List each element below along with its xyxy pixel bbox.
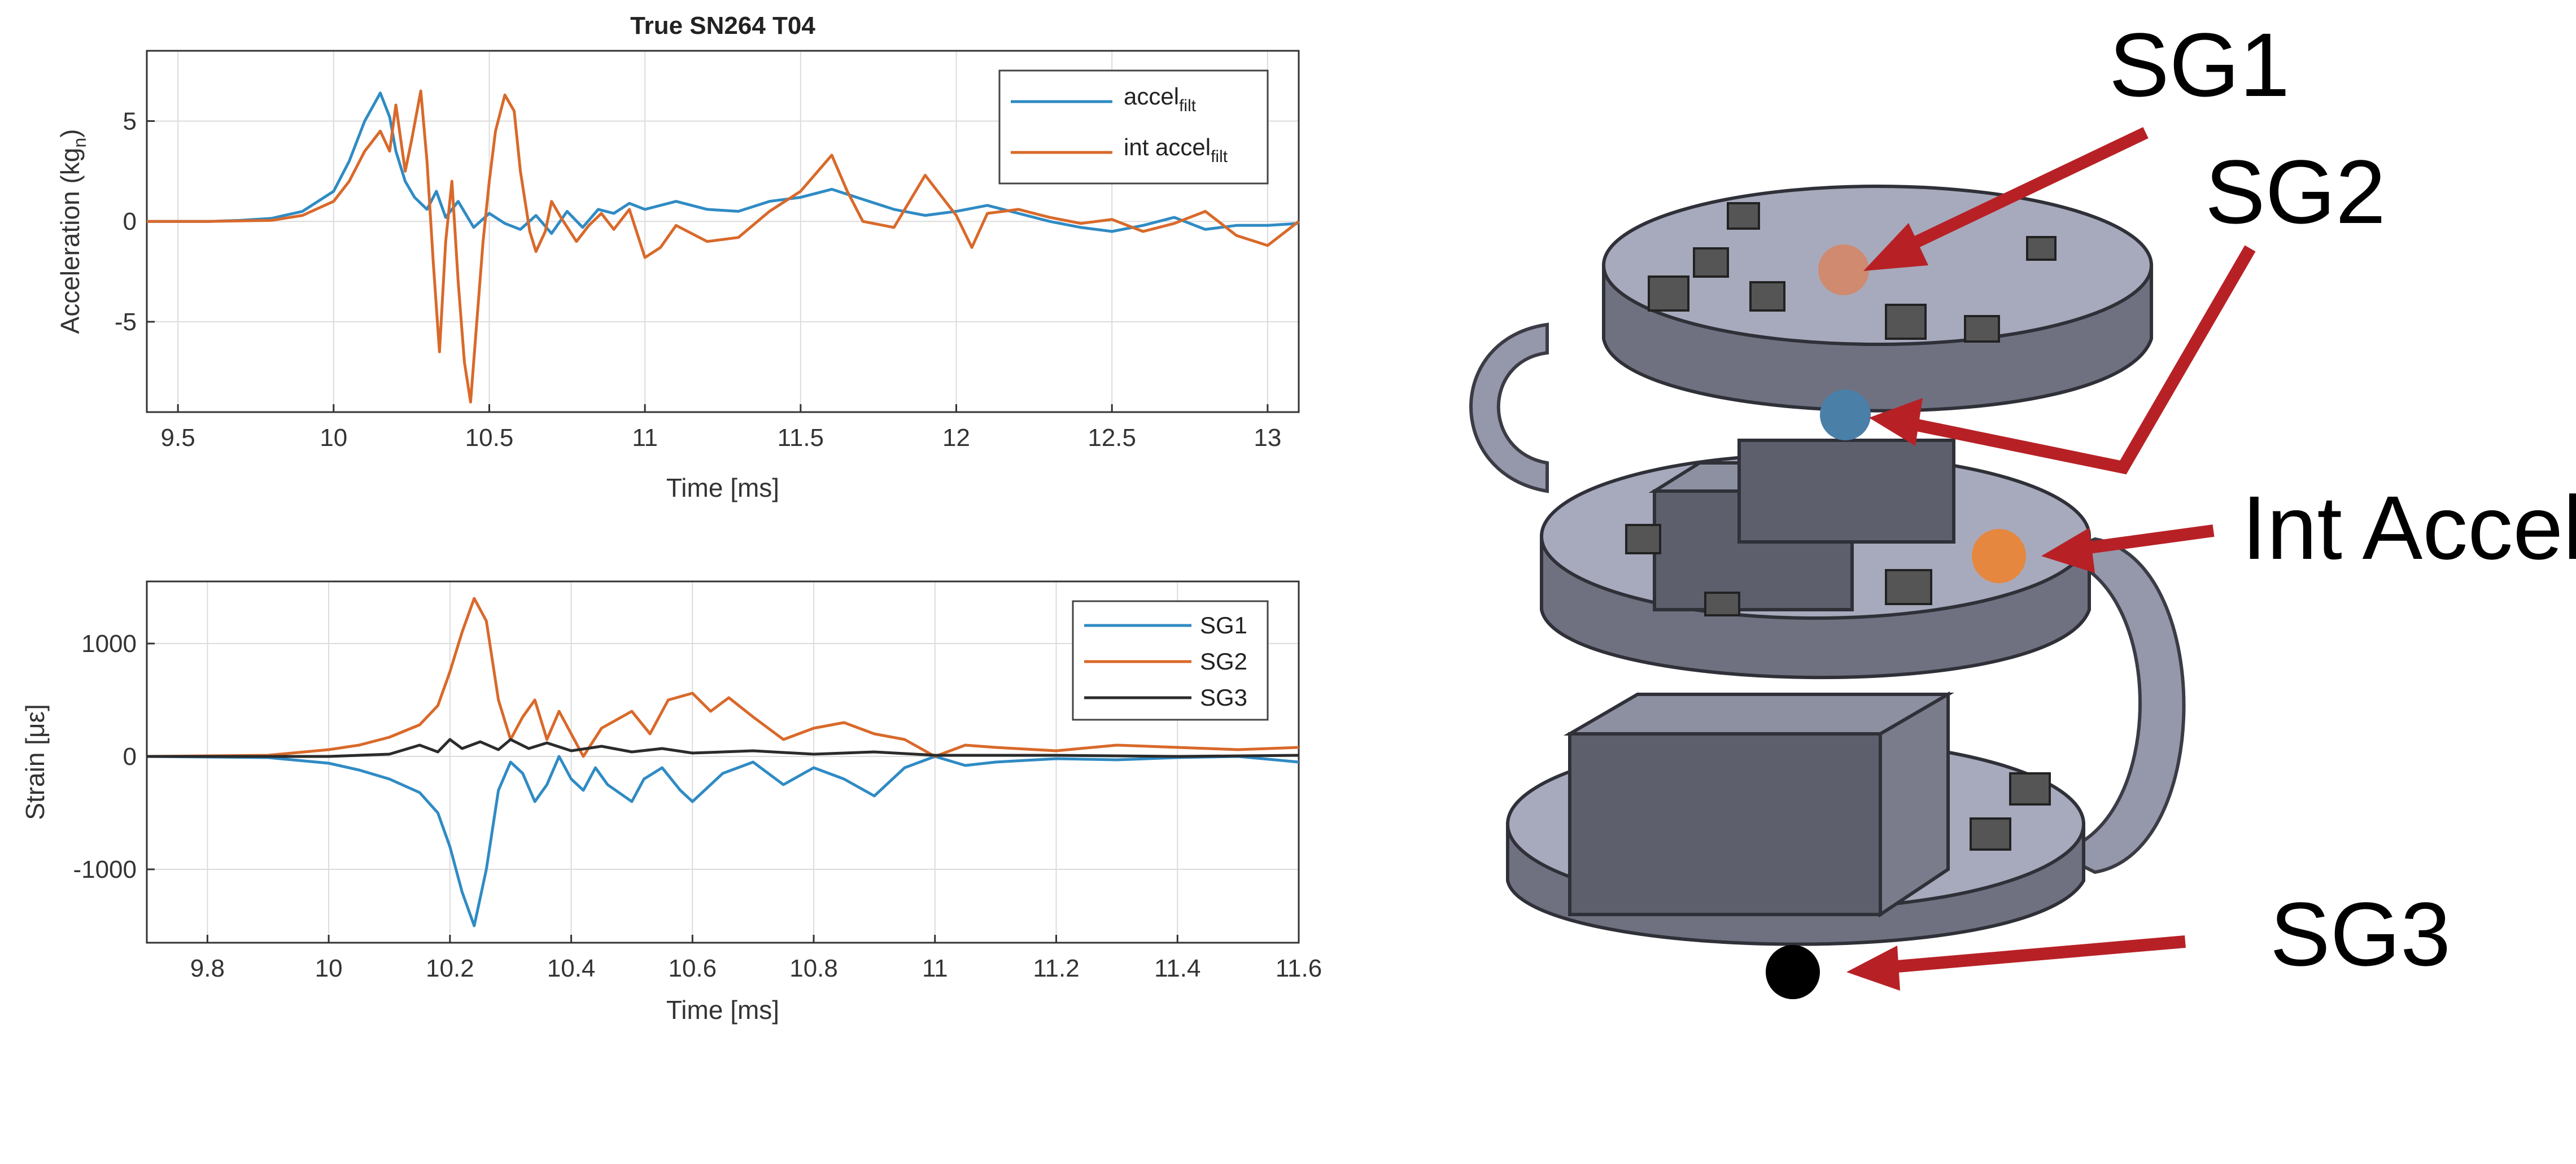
series-line-sg3 bbox=[147, 738, 1299, 758]
int-accel-arrow bbox=[2088, 524, 2215, 554]
y-tick-label: 0 bbox=[123, 743, 137, 771]
x-tick-label: 11 bbox=[922, 955, 948, 982]
sg2-label: SG2 bbox=[2205, 141, 2386, 242]
x-tick-label: 10.4 bbox=[547, 955, 596, 982]
y-axis-label-sub: n bbox=[69, 138, 90, 148]
y-axis-label-main: Acceleration (kg bbox=[55, 148, 85, 334]
x-tick-label: 10 bbox=[315, 955, 343, 982]
y-tick-label: -1000 bbox=[73, 856, 137, 883]
x-axis-label: Time [ms] bbox=[666, 473, 779, 502]
bottom-board bbox=[1506, 691, 2085, 946]
annotation-arrows bbox=[1846, 127, 2256, 991]
x-tick-label: 11 bbox=[632, 424, 658, 452]
x-axis-label: Time [ms] bbox=[666, 995, 779, 1025]
legend: SG1 SG2 SG3 bbox=[1072, 600, 1269, 721]
sg1-label: SG1 bbox=[2109, 14, 2290, 115]
legend-label-int-accel: int accelfilt bbox=[1124, 134, 1228, 166]
sg2-arrowhead bbox=[1869, 398, 1923, 446]
sg3-arrowhead bbox=[1846, 946, 1900, 991]
y-tick-labels: -5 0 5 bbox=[115, 107, 137, 336]
y-axis-label: Strain [με] bbox=[20, 704, 50, 820]
x-tick-label: 12 bbox=[942, 424, 970, 452]
sg1-marker bbox=[1818, 244, 1869, 295]
series-line-accel bbox=[147, 91, 1299, 235]
legend-label-sg3: SG3 bbox=[1200, 684, 1247, 711]
x-tick-label: 11.6 bbox=[1276, 955, 1322, 982]
int-accel-label: Int Accel bbox=[2242, 477, 2576, 578]
series-line-sg2 bbox=[146, 597, 1299, 758]
x-tick-labels: 9.5 10 10.5 11 11.5 12 12.5 13 bbox=[161, 424, 1282, 452]
x-tick-label: 11.4 bbox=[1154, 955, 1200, 982]
x-tick-label: 13 bbox=[1254, 424, 1281, 452]
sg1-arrow bbox=[1900, 127, 2149, 254]
x-tick-label: 12.5 bbox=[1088, 424, 1136, 452]
plot-area bbox=[146, 50, 1300, 413]
middle-board bbox=[1540, 439, 2091, 680]
x-tick-label: 11.5 bbox=[778, 424, 824, 452]
sg2-marker bbox=[1820, 390, 1871, 440]
legend-label-sg2: SG2 bbox=[1200, 648, 1247, 675]
x-tick-label: 10 bbox=[320, 424, 347, 452]
y-tick-label: 1000 bbox=[81, 630, 137, 658]
acceleration-chart: True SN264 T04 9.5 10 10.5 11 11.5 12 12.5 13 -… bbox=[55, 12, 1300, 502]
sg1-arrowhead bbox=[1863, 223, 1928, 271]
sg3-label: SG3 bbox=[2270, 883, 2451, 984]
series-lines bbox=[146, 597, 1299, 927]
x-tick-label: 11.2 bbox=[1033, 955, 1079, 982]
sg3-marker bbox=[1766, 945, 1820, 999]
y-axis-label: Acceleration (kgn) bbox=[55, 129, 90, 334]
series-line-sg1 bbox=[146, 755, 1299, 927]
legend-label-sg1: SG1 bbox=[1200, 612, 1247, 638]
y-axis-label-close: ) bbox=[55, 129, 85, 138]
grid bbox=[147, 581, 1300, 943]
x-tick-label: 10.8 bbox=[789, 955, 838, 982]
chart-title: True SN264 T04 bbox=[630, 12, 815, 40]
y-tick-labels: -1000 0 1000 bbox=[73, 630, 137, 883]
x-tick-label: 9.5 bbox=[161, 424, 195, 452]
series-lines bbox=[147, 89, 1300, 404]
x-tick-label: 10.6 bbox=[668, 955, 717, 982]
x-tick-label: 10.5 bbox=[465, 424, 514, 452]
sg3-arrow bbox=[1897, 935, 2186, 973]
legend: accelfilt int accelfilt bbox=[998, 69, 1269, 185]
sg2-arrow bbox=[1913, 245, 2256, 475]
x-tick-labels: 9.8 10 10.2 10.4 10.6 10.8 11 11.2 11.4 11.6 bbox=[190, 955, 1322, 982]
device-illustration: SG1 SG2 Int Accel SG3 bbox=[1469, 14, 2576, 999]
int-accel-arrowhead bbox=[2041, 528, 2095, 573]
top-board bbox=[1602, 185, 2153, 413]
y-tick-label: 0 bbox=[123, 208, 137, 235]
legend-box bbox=[998, 69, 1269, 185]
left-band bbox=[1469, 322, 1549, 493]
int-accel-marker bbox=[1972, 529, 2026, 583]
series-line-int-accel bbox=[147, 89, 1300, 404]
x-tick-label: 9.8 bbox=[190, 955, 225, 982]
legend-label-accel: accelfilt bbox=[1124, 83, 1197, 115]
x-tick-label: 10.2 bbox=[426, 955, 474, 982]
strain-chart: 9.8 10 10.2 10.4 10.6 10.8 11 11.2 11.4 11.6 -100… bbox=[20, 580, 1322, 1025]
y-tick-label: -5 bbox=[115, 308, 137, 336]
y-tick-label: 5 bbox=[123, 107, 137, 135]
